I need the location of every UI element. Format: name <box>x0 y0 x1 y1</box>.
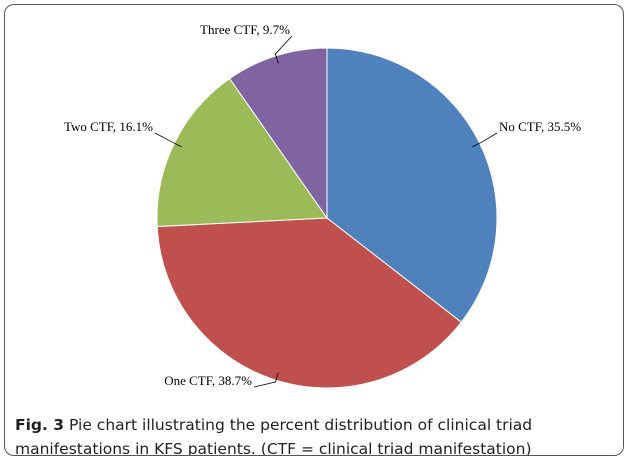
slice-label: Two CTF, 16.1% <box>64 119 153 134</box>
leader-line <box>472 132 498 148</box>
caption-label: Fig. 3 <box>15 416 65 434</box>
leader-line <box>253 372 279 388</box>
caption-text: Pie chart illustrating the percent distr… <box>15 416 533 456</box>
chart: No CTF, 35.5% One CTF, 38.7% Two CTF, 16.1… <box>64 22 581 389</box>
slice-label: Three CTF, 9.7% <box>200 22 290 37</box>
leader-line <box>274 35 293 64</box>
figure-frame: No CTF, 35.5% One CTF, 38.7% Two CTF, 16.1… <box>4 4 624 456</box>
slice-label: No CTF, 35.5% <box>499 119 581 134</box>
slice-label: One CTF, 38.7% <box>164 373 252 388</box>
caption: Fig. 3 Pie chart illustrating the percen… <box>15 413 615 456</box>
leader-line <box>154 132 182 148</box>
